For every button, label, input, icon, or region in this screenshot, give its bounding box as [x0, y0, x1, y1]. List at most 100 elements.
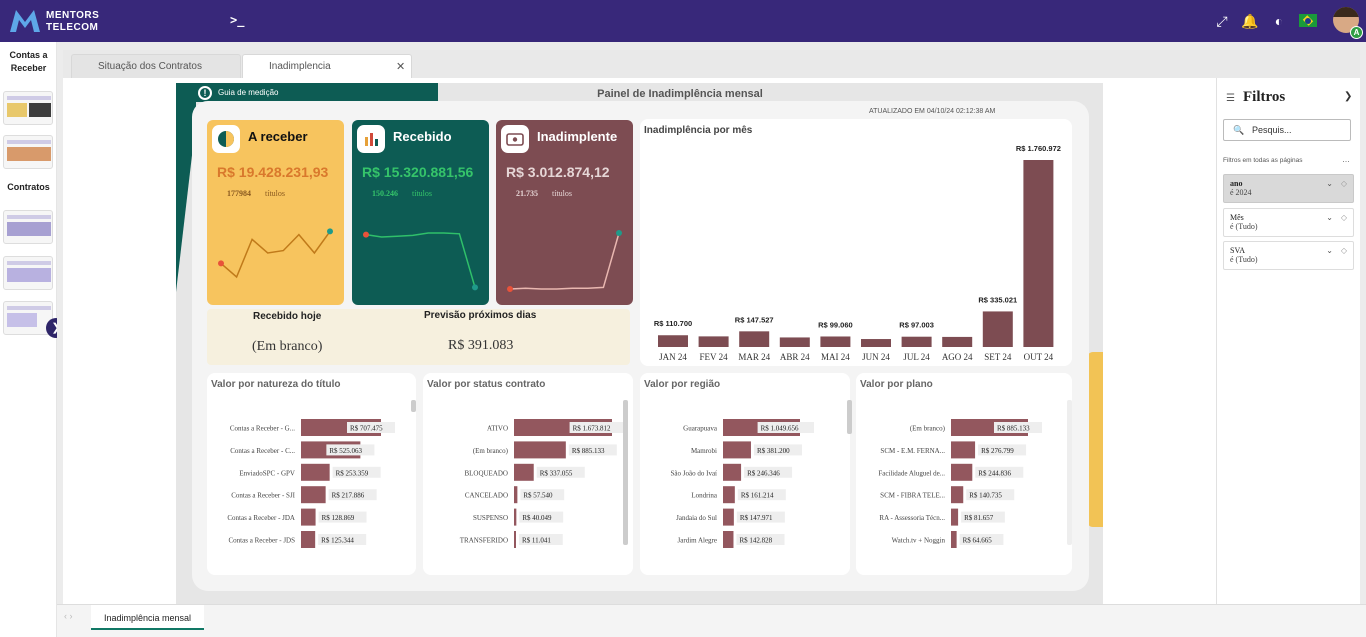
chevron-down-icon[interactable]: ⌄ — [1326, 179, 1333, 188]
data-label: R$ 99.060 — [818, 320, 853, 329]
sparkline-inadimplente — [507, 230, 622, 292]
sparkline-end-point — [472, 284, 478, 291]
category-label: Jardim Alegre — [678, 537, 717, 545]
x-tick-label: JUL 24 — [903, 352, 930, 362]
page-thumbnail[interactable] — [3, 210, 53, 244]
bar — [301, 463, 330, 481]
plano-chart-panel: Valor por plano (Em branco) R$ 885.133 SCM… — [856, 373, 1072, 575]
bar-jun-24 — [861, 339, 891, 347]
terminal-icon[interactable]: >_ — [230, 13, 245, 27]
chevron-down-icon[interactable]: ⌄ — [1326, 246, 1333, 255]
filter-icon: ☰ — [1226, 93, 1235, 104]
filter-card-ano[interactable]: ano é 2024 ⌄ ◇ — [1223, 174, 1354, 203]
data-label-bg — [736, 511, 785, 523]
tab-situacao-contratos[interactable]: Situação dos Contratos — [71, 54, 241, 78]
card-title: Recebido — [393, 129, 452, 144]
data-label-bg — [332, 466, 381, 478]
page-tab-inadimplencia-mensal[interactable]: Inadimplência mensal — [91, 605, 204, 630]
collapse-filters-icon[interactable]: ❯ — [1344, 91, 1353, 102]
eraser-icon[interactable]: ◇ — [1340, 246, 1347, 255]
filter-card-mes[interactable]: Mês é (Tudo) ⌄ ◇ — [1223, 208, 1354, 237]
scrollbar[interactable] — [411, 400, 416, 412]
data-label: R$ 335.021 — [978, 295, 1017, 304]
logo-mark-icon — [10, 10, 40, 32]
category-label: Contas a Receber - C... — [230, 447, 295, 455]
card-count: 21.735 títulos — [516, 189, 573, 198]
natureza-bar-chart: Contas a Receber - G... R$ 707.475 Contas … — [227, 419, 395, 548]
data-label: R$ 110.700 — [654, 319, 692, 328]
data-label: R$ 337.055 — [540, 469, 573, 477]
category-label: Jandaia do Sul — [676, 514, 717, 522]
page-nav-arrows[interactable]: ‹ › — [64, 611, 73, 621]
all-pages-label: Filtros em todas as páginas — [1223, 157, 1303, 164]
data-label-bg — [568, 444, 617, 456]
card-inadimplente[interactable]: Inadimplente R$ 3.012.874,12 21.735 títul… — [496, 120, 633, 305]
data-label-bg — [520, 489, 565, 501]
avatar[interactable] — [1333, 7, 1359, 33]
data-label-bg — [959, 534, 1004, 545]
bar — [514, 486, 518, 504]
dark-mode-icon[interactable]: ◐ — [1274, 13, 1284, 29]
brazil-flag-icon[interactable] — [1299, 14, 1317, 27]
data-label: R$ 1.673.812 — [573, 425, 611, 433]
data-label-bg — [519, 511, 564, 523]
category-label: SCM - E.M. FERNA... — [880, 447, 945, 455]
card-title: A receber — [248, 129, 308, 144]
sparkline-receber — [218, 228, 333, 279]
status-chart-panel: Valor por status contrato ATIVO R$ 1.673.… — [423, 373, 633, 575]
data-label-bg — [318, 511, 367, 523]
more-options-icon[interactable]: … — [1342, 155, 1350, 164]
data-label: R$ 97.003 — [899, 321, 934, 330]
decorative-strip — [1087, 352, 1103, 527]
bar — [301, 531, 316, 548]
scrollbar[interactable] — [847, 400, 852, 434]
card-count: 150.246 títulos — [372, 189, 433, 198]
card-value: R$ 3.012.874,12 — [506, 164, 610, 180]
header-band — [176, 83, 438, 102]
eraser-icon[interactable]: ◇ — [1340, 179, 1347, 188]
monthly-bar-chart: JAN 24 R$ 110.700 FEV 24 MAR 24 R$ 147.527 AB… — [647, 142, 1069, 362]
bar-out-24 — [1023, 160, 1054, 347]
bar-mar-24 — [739, 331, 770, 347]
page-thumbnail[interactable] — [3, 135, 53, 169]
card-recebido[interactable]: Recebido R$ 15.320.881,56 150.246 títulos — [352, 120, 489, 305]
page-thumbnail[interactable] — [3, 91, 53, 125]
chevron-down-icon[interactable]: ⌄ — [1326, 213, 1333, 222]
data-label-bg — [569, 422, 626, 433]
close-tab-icon[interactable]: ✕ — [396, 61, 406, 73]
filter-search-input[interactable]: 🔍 Pesquis... — [1223, 119, 1351, 141]
recebido-hoje-label: Recebido hoje — [253, 311, 322, 322]
data-label: R$ 40.049 — [522, 514, 552, 522]
data-label-bg — [972, 293, 1024, 306]
scrollbar[interactable] — [623, 400, 628, 545]
bar — [951, 463, 973, 481]
section-contratos[interactable]: Contratos — [7, 182, 50, 192]
x-tick-label: JUN 24 — [862, 352, 890, 362]
data-label-bg — [318, 534, 367, 545]
mentors-telecom-logo[interactable]: MENTORS TELECOM — [8, 8, 138, 36]
guide-button[interactable]: ! Guia de medição — [198, 85, 278, 101]
data-label-bg — [994, 422, 1042, 433]
sparkline-path — [220, 230, 331, 279]
regiao-chart-panel: Valor por região Guarapuava R$ 1.049.656 M… — [640, 373, 852, 575]
bar — [514, 531, 516, 548]
bell-icon[interactable]: 🔔 — [1241, 13, 1259, 29]
fullscreen-icon[interactable]: ⤢ — [1216, 13, 1228, 29]
scrollbar[interactable] — [1067, 400, 1072, 545]
x-tick-label: FEV 24 — [700, 352, 729, 362]
data-label-bg — [647, 317, 699, 330]
eraser-icon[interactable]: ◇ — [1340, 213, 1347, 222]
card-value: R$ 15.320.881,56 — [362, 164, 474, 180]
bar — [951, 508, 959, 526]
card-title: Inadimplente — [537, 129, 618, 144]
card-a-receber[interactable]: A receber R$ 19.428.231,93 177984 títulos — [207, 120, 344, 305]
bar — [301, 508, 316, 526]
page-thumbnail[interactable] — [3, 256, 53, 290]
tab-inadimplencia[interactable]: Inadimplencia — [242, 54, 412, 78]
page-thumbnail[interactable] — [3, 301, 53, 335]
category-label: BLOQUEADO — [464, 469, 508, 477]
filter-card-sva[interactable]: SVA é (Tudo) ⌄ ◇ — [1223, 241, 1354, 270]
section-contas-a-receber[interactable]: Contas a Receber — [9, 50, 48, 73]
data-label: R$ 11.041 — [522, 537, 551, 545]
data-label: R$ 125.344 — [321, 537, 354, 545]
